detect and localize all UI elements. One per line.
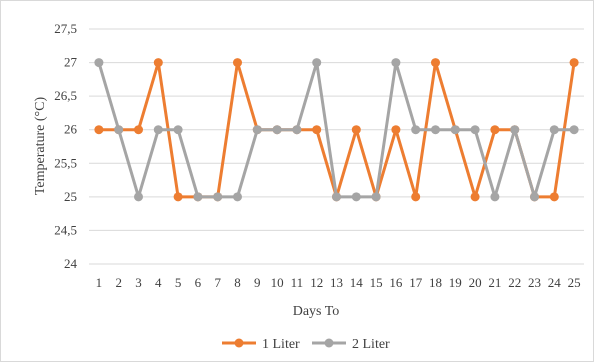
data-point-2-liter[interactable] — [332, 192, 341, 202]
x-tick-label: 18 — [429, 275, 442, 290]
x-tick-label: 14 — [350, 275, 364, 290]
data-point-2-liter[interactable] — [450, 125, 460, 135]
legend-item-2-liter[interactable]: 2 Liter — [312, 337, 390, 352]
data-point-2-liter[interactable] — [233, 192, 242, 202]
data-point-1-liter[interactable] — [153, 58, 163, 68]
x-tick-label: 6 — [195, 275, 202, 290]
data-point-1-liter[interactable] — [569, 58, 579, 68]
data-point-2-liter[interactable] — [213, 192, 223, 202]
series-group — [94, 58, 579, 202]
data-point-2-liter[interactable] — [134, 192, 143, 202]
y-tick-labels: 24 24,5 25 25,5 26 26,5 27 27,5 — [54, 21, 77, 271]
data-point-2-liter[interactable] — [569, 125, 579, 135]
y-tick-label: 25,5 — [54, 155, 77, 170]
x-tick-label: 25 — [568, 275, 581, 290]
data-point-1-liter[interactable] — [134, 125, 143, 135]
x-tick-label: 1 — [96, 275, 103, 290]
data-point-1-liter[interactable] — [411, 192, 421, 202]
y-tick-label: 26,5 — [54, 88, 77, 103]
x-tick-label: 2 — [115, 275, 122, 290]
y-tick-label: 24,5 — [54, 222, 77, 237]
data-point-2-liter[interactable] — [530, 192, 539, 202]
x-tick-label: 15 — [370, 275, 383, 290]
data-point-2-liter[interactable] — [312, 58, 322, 68]
x-axis-title: Days To — [293, 304, 340, 319]
data-point-1-liter[interactable] — [470, 192, 480, 202]
x-tick-label: 22 — [508, 275, 521, 290]
x-tick-label: 17 — [409, 275, 423, 290]
series-2-liter — [94, 58, 579, 202]
x-tick-label: 19 — [449, 275, 462, 290]
x-tick-label: 12 — [310, 275, 323, 290]
data-point-2-liter[interactable] — [371, 192, 381, 202]
data-point-2-liter[interactable] — [490, 192, 500, 202]
data-point-2-liter[interactable] — [351, 192, 361, 202]
legend-item-1-liter[interactable]: 1 Liter — [222, 337, 300, 352]
y-tick-label: 26 — [64, 122, 78, 137]
data-point-2-liter[interactable] — [252, 125, 262, 135]
y-tick-label: 24 — [64, 256, 78, 271]
legend: 1 Liter 2 Liter — [222, 337, 390, 352]
y-tick-label: 25 — [64, 189, 77, 204]
x-tick-label: 8 — [234, 275, 241, 290]
data-point-2-liter[interactable] — [114, 125, 124, 135]
data-point-1-liter[interactable] — [431, 58, 440, 68]
x-tick-label: 20 — [469, 275, 482, 290]
data-point-2-liter[interactable] — [549, 125, 559, 135]
data-point-1-liter[interactable] — [173, 192, 183, 202]
legend-label-1-liter: 1 Liter — [262, 337, 300, 352]
x-tick-label: 24 — [548, 275, 562, 290]
data-point-2-liter[interactable] — [510, 125, 520, 135]
data-point-1-liter[interactable] — [351, 125, 361, 135]
x-tick-label: 5 — [175, 275, 182, 290]
x-tick-label: 9 — [254, 275, 261, 290]
data-point-2-liter[interactable] — [193, 192, 203, 202]
data-point-2-liter[interactable] — [173, 125, 183, 135]
data-point-1-liter[interactable] — [549, 192, 559, 202]
x-tick-label: 3 — [135, 275, 142, 290]
x-tick-labels: 1 2 3 4 5 6 7 8 9 10 11 12 13 14 15 16 17 18 19 20 21 22 23 24 2… — [96, 275, 581, 290]
legend-marker-1-liter — [234, 338, 244, 348]
x-tick-label: 13 — [330, 275, 343, 290]
legend-label-2-liter: 2 Liter — [352, 337, 390, 352]
data-point-1-liter[interactable] — [391, 125, 401, 135]
x-tick-label: 23 — [528, 275, 541, 290]
y-tick-label: 27,5 — [54, 21, 77, 36]
legend-marker-2-liter — [324, 338, 334, 348]
y-tick-label: 27 — [64, 55, 78, 70]
x-tick-label: 16 — [389, 275, 403, 290]
data-point-2-liter[interactable] — [431, 125, 440, 135]
data-point-1-liter[interactable] — [490, 125, 500, 135]
data-point-1-liter[interactable] — [312, 125, 322, 135]
data-point-2-liter[interactable] — [272, 125, 282, 135]
x-tick-label: 10 — [271, 275, 284, 290]
data-point-1-liter[interactable] — [94, 125, 104, 135]
y-axis-title: Temperature (°C) — [33, 97, 48, 196]
data-point-2-liter[interactable] — [94, 58, 104, 68]
data-point-1-liter[interactable] — [233, 58, 242, 68]
x-tick-label: 7 — [214, 275, 221, 290]
data-point-2-liter[interactable] — [411, 125, 421, 135]
data-point-2-liter[interactable] — [292, 125, 302, 135]
data-point-2-liter[interactable] — [470, 125, 480, 135]
data-point-2-liter[interactable] — [153, 125, 163, 135]
x-tick-label: 21 — [488, 275, 501, 290]
x-tick-label: 4 — [155, 275, 162, 290]
data-point-2-liter[interactable] — [391, 58, 401, 68]
x-tick-label: 11 — [291, 275, 304, 290]
